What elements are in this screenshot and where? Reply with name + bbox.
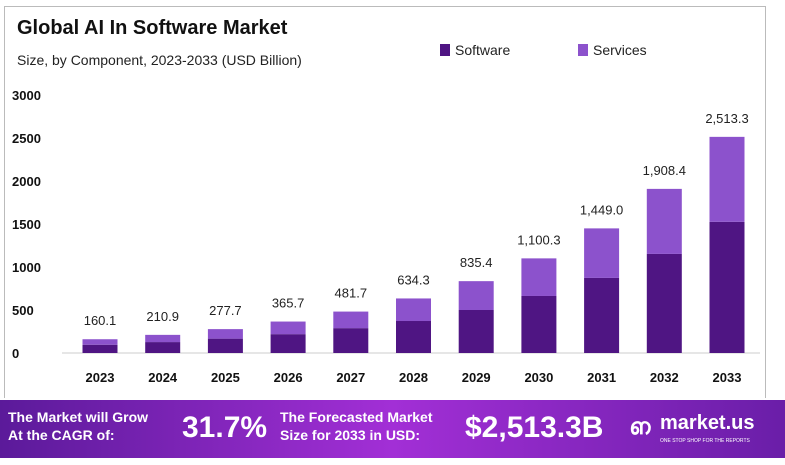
logo-icon: ഩ <box>630 414 651 439</box>
logo-text: market.us <box>660 412 755 434</box>
y-tick-label: 3000 <box>12 88 41 103</box>
y-tick-label: 0 <box>12 346 19 361</box>
data-label: 481.7 <box>335 286 368 301</box>
x-tick-label: 2033 <box>713 370 742 385</box>
data-label: 1,100.3 <box>517 232 560 247</box>
forecast-value: $2,513.3B <box>465 411 604 444</box>
cagr-value: 31.7% <box>182 411 268 444</box>
summary-banner: The Market will Grow At the CAGR of: 31.7… <box>0 400 785 458</box>
data-label: 160.1 <box>84 313 117 328</box>
bar-services-2028 <box>396 298 431 322</box>
x-tick-label: 2026 <box>274 370 303 385</box>
x-tick-label: 2031 <box>587 370 616 385</box>
bar-services-2032 <box>646 188 682 254</box>
data-label: 634.3 <box>397 272 430 287</box>
bar-software-2028 <box>396 321 431 353</box>
bar-software-2025 <box>207 338 243 353</box>
data-label: 2,513.3 <box>705 111 748 126</box>
cagr-label-2: At the CAGR of: <box>8 427 115 443</box>
x-tick-label: 2029 <box>462 370 491 385</box>
data-label: 835.4 <box>460 255 493 270</box>
cagr-label-1: The Market will Grow <box>8 409 149 425</box>
bar-services-2025 <box>207 329 243 339</box>
bar-software-2029 <box>458 310 494 353</box>
bar-software-2023 <box>82 344 118 353</box>
chart-card <box>4 6 766 398</box>
bar-services-2027 <box>333 311 369 329</box>
chart-subtitle: Size, by Component, 2023-2033 (USD Billi… <box>17 52 302 68</box>
chart-title: Global AI In Software Market <box>17 17 288 39</box>
x-tick-label: 2025 <box>211 370 240 385</box>
y-tick-label: 2500 <box>12 131 41 146</box>
y-tick-label: 2000 <box>12 174 41 189</box>
data-label: 210.9 <box>146 309 179 324</box>
y-tick-label: 1500 <box>12 217 41 232</box>
y-tick-label: 500 <box>12 303 34 318</box>
x-tick-label: 2030 <box>524 370 553 385</box>
legend-services: Services <box>578 42 647 58</box>
bar-software-2024 <box>145 342 181 353</box>
x-tick-label: 2028 <box>399 370 428 385</box>
bar-services-2031 <box>584 228 620 278</box>
bar-software-2030 <box>521 295 557 353</box>
bar-software-2032 <box>646 253 682 353</box>
y-tick-label: 1000 <box>12 260 41 275</box>
data-label: 1,449.0 <box>580 202 623 217</box>
data-label: 1,908.4 <box>643 163 686 178</box>
bar-services-2026 <box>270 321 306 335</box>
chart-plot: 0 500 1000 1500 2000 2500 3000 160.1 2023 210.9 20… <box>12 88 760 385</box>
x-tick-label: 2023 <box>86 370 115 385</box>
bar-software-2027 <box>333 328 369 353</box>
bar-software-2026 <box>270 334 306 353</box>
data-label: 277.7 <box>209 303 242 318</box>
bar-services-2030 <box>521 258 557 296</box>
logo-tagline: ONE STOP SHOP FOR THE REPORTS <box>660 438 750 444</box>
bar-services-2023 <box>82 339 118 345</box>
bar-software-2033 <box>709 221 745 353</box>
legend-software: Software <box>440 42 510 58</box>
forecast-label-2: Size for 2033 in USD: <box>280 427 421 443</box>
data-label: 365.7 <box>272 296 305 311</box>
bar-services-2029 <box>458 281 494 310</box>
bar-services-2033 <box>709 136 745 222</box>
bar-software-2031 <box>584 277 620 353</box>
x-tick-label: 2027 <box>336 370 365 385</box>
forecast-label-1: The Forecasted Market <box>280 409 433 425</box>
x-tick-label: 2032 <box>650 370 679 385</box>
x-tick-label: 2024 <box>148 370 178 385</box>
bar-services-2024 <box>145 334 181 343</box>
